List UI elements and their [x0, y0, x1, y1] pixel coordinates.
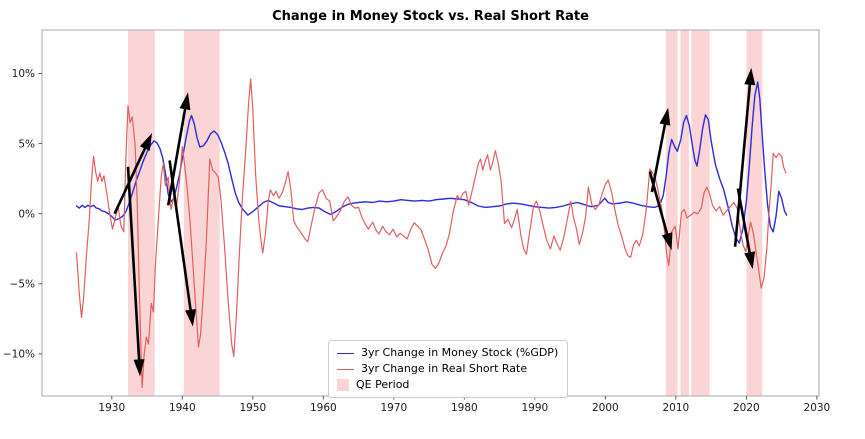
- real-short-rate-line: [75, 78, 787, 389]
- annotation-arrow-head-up: [179, 92, 191, 111]
- annotation-arrow-head-up: [139, 133, 152, 151]
- legend: 3yr Change in Money Stock (%GDP) 3yr Cha…: [328, 340, 569, 398]
- qe-band: [746, 30, 763, 396]
- annotation-arrow-head-down: [744, 251, 756, 270]
- x-tick-label: 1960: [310, 402, 337, 414]
- x-tick-label: 1980: [451, 402, 478, 414]
- legend-item-qe-period: QE Period: [337, 377, 558, 393]
- money-stock-line: [75, 81, 788, 244]
- x-tick-label: 1950: [239, 402, 266, 414]
- qe-period-patch-swatch: [337, 379, 349, 391]
- qe-band: [691, 30, 710, 396]
- annotation-arrow-shaft-up: [113, 146, 147, 215]
- x-tick-label: 1930: [98, 402, 125, 414]
- legend-label-qe-period: QE Period: [356, 378, 410, 392]
- annotation-arrow-shaft-up: [650, 122, 667, 193]
- y-tick-label: 5%: [18, 138, 35, 150]
- x-tick-label: 2030: [804, 402, 831, 414]
- legend-item-money-stock: 3yr Change in Money Stock (%GDP): [337, 345, 558, 361]
- legend-item-real-short-rate: 3yr Change in Real Short Rate: [337, 361, 558, 377]
- annotation-arrow-shaft-down: [736, 188, 752, 255]
- money-stock-line-swatch: [337, 352, 354, 354]
- x-tick-label: 2020: [733, 402, 760, 414]
- annotation-arrow-shaft-down: [168, 160, 193, 312]
- real-short-rate-line-swatch: [337, 368, 354, 370]
- qe-band: [666, 30, 678, 396]
- annotation-arrow-shaft-down: [126, 166, 141, 362]
- y-tick-label: 0%: [18, 208, 35, 220]
- x-tick-label: 1940: [169, 402, 196, 414]
- legend-label-money-stock: 3yr Change in Money Stock (%GDP): [361, 346, 559, 360]
- annotation-arrow-shaft-up: [733, 82, 752, 247]
- annotation-arrow-shaft-down: [648, 171, 669, 237]
- chart-title: Change in Money Stock vs. Real Short Rat…: [272, 9, 589, 24]
- legend-label-real-short-rate: 3yr Change in Real Short Rate: [361, 362, 528, 376]
- annotation-arrow-head-down: [661, 232, 673, 251]
- annotation-arrow-head-down: [185, 309, 196, 327]
- annotation-arrow-shaft-up: [166, 106, 187, 206]
- annotation-arrow-head-up: [659, 107, 671, 126]
- y-tick-label: −10%: [3, 349, 35, 361]
- qe-band: [128, 30, 155, 396]
- annotation-arrow-head-up: [744, 67, 756, 86]
- y-tick-label: −5%: [10, 279, 35, 291]
- annotation-arrow-head-down: [133, 359, 145, 377]
- qe-band: [680, 30, 689, 396]
- x-tick-label: 1970: [380, 402, 407, 414]
- x-tick-label: 2000: [592, 402, 619, 414]
- x-tick-label: 2010: [663, 402, 690, 414]
- y-tick-label: 10%: [12, 68, 35, 80]
- x-tick-label: 1990: [521, 402, 548, 414]
